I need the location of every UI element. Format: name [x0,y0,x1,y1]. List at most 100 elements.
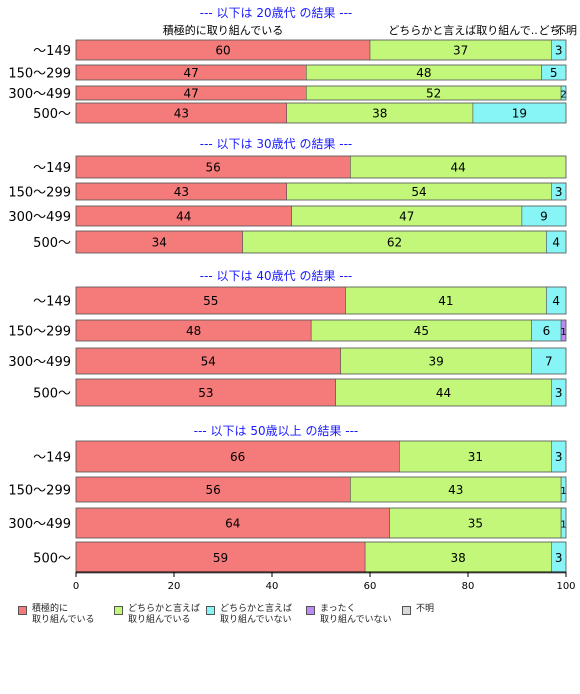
legend-label: 不明 [416,604,435,614]
column-header: どちらかと言えば取り組んで.. [388,24,537,37]
data-label: 7 [545,355,553,369]
group-title: --- 以下は 20歳代 の結果 --- [200,6,353,20]
data-label: 60 [215,44,230,58]
data-label: 39 [429,355,444,369]
legend-swatch [306,606,315,615]
category-label: 150～299 [8,186,71,201]
data-label: 54 [201,355,216,369]
group-title: --- 以下は 40歳代 の結果 --- [200,269,353,283]
legend-label: どちらかと言えば 取り組んでいない [220,604,293,625]
category-label: ～149 [33,451,71,466]
data-label: 56 [206,483,221,497]
data-label: 54 [411,185,426,199]
data-label: 44 [451,161,466,175]
data-label: 1 [560,327,566,338]
data-label: 5 [550,66,558,80]
column-header: どち.. [539,24,568,37]
bar-segment [345,286,547,315]
bar-segment [389,507,562,539]
bar-outline [75,286,567,315]
legend-label: どちらかと言えば 取り組んでいる [128,604,201,625]
data-label: 66 [230,450,245,464]
category-label: 300～499 [8,517,71,532]
x-tick-label: 40 [266,581,279,592]
legend-label: まったく 取り組んでいない [320,604,392,625]
bar-outline [75,64,567,81]
legend-swatch [18,606,27,615]
bar-segment [350,476,562,503]
data-label: 19 [512,107,527,121]
data-label: 43 [174,185,189,199]
data-label: 4 [552,294,560,308]
x-tick-label: 60 [364,581,377,592]
data-label: 47 [184,87,199,101]
bar-outline [75,319,567,342]
data-label: 45 [414,324,429,338]
category-label: 500～ [33,236,71,251]
category-label: ～149 [33,44,71,59]
data-label: 41 [438,294,453,308]
bar-outline [75,440,567,473]
group-title: --- 以下は 30歳代 の結果 --- [200,137,353,151]
data-label: 35 [468,517,483,531]
data-label: 3 [555,450,563,464]
data-label: 55 [203,294,218,308]
data-label: 53 [198,386,213,400]
legend-swatch [114,606,123,615]
bar-outline [75,39,567,61]
category-label: ～149 [33,295,71,310]
group-title: --- 以下は 50歳以上 の結果 --- [194,424,359,438]
legend-label: 積極的に 取り組んでいる [32,604,95,625]
data-label: 37 [453,44,468,58]
data-label: 34 [152,236,167,250]
stacked-bar-chart: 積極的に取り組んでいる どちらかと言えば取り組んで.. どち..不明 --- 以下は … [8,6,577,592]
data-label: 3 [555,44,563,58]
data-label: 44 [436,386,451,400]
x-tick-label: 100 [556,581,575,592]
data-label: 38 [451,551,466,565]
data-label: 47 [184,66,199,80]
data-label: 2 [560,90,566,101]
legend-swatch [402,606,411,615]
data-label: 4 [552,236,560,250]
data-label: 3 [555,185,563,199]
data-label: 62 [387,236,402,250]
x-tick-label: 20 [168,581,181,592]
bar-outline [75,230,567,254]
bar-outline [75,155,567,179]
bar-outline [75,205,567,227]
bar-segment [335,378,552,407]
column-header: 不明 [555,24,577,37]
data-label: 6 [543,324,551,338]
bar-segment [75,440,400,473]
category-label: 500～ [33,387,71,402]
data-label: 44 [176,210,191,224]
category-label: 300～499 [8,355,71,370]
data-label: 64 [225,517,240,531]
data-label: 1 [560,520,566,531]
category-label: 300～499 [8,87,71,102]
bar-outline [75,476,567,503]
x-tick-label: 80 [462,581,475,592]
category-label: 150～299 [8,67,71,82]
bar-outline [75,85,567,101]
chart-legend: 積極的に 取り組んでいる どちらかと言えば 取り組んでいる どちらかと言えば 取り組… [18,604,578,634]
bar-outline [75,541,567,574]
data-label: 47 [399,210,414,224]
column-header: 積極的に取り組んでいる [163,23,283,37]
data-label: 1 [560,486,566,497]
bar-segment [531,347,567,375]
category-label: 150～299 [8,484,71,499]
bar-outline [75,182,567,201]
bar-outline [75,507,567,539]
data-label: 52 [426,87,441,101]
category-label: 300～499 [8,210,71,225]
data-label: 3 [555,386,563,400]
bar-outline [75,102,567,124]
data-label: 48 [416,66,431,80]
category-label: ～149 [33,161,71,176]
x-tick-label: 0 [73,581,79,592]
data-label: 31 [468,450,483,464]
data-label: 43 [174,107,189,121]
category-label: 150～299 [8,325,71,340]
